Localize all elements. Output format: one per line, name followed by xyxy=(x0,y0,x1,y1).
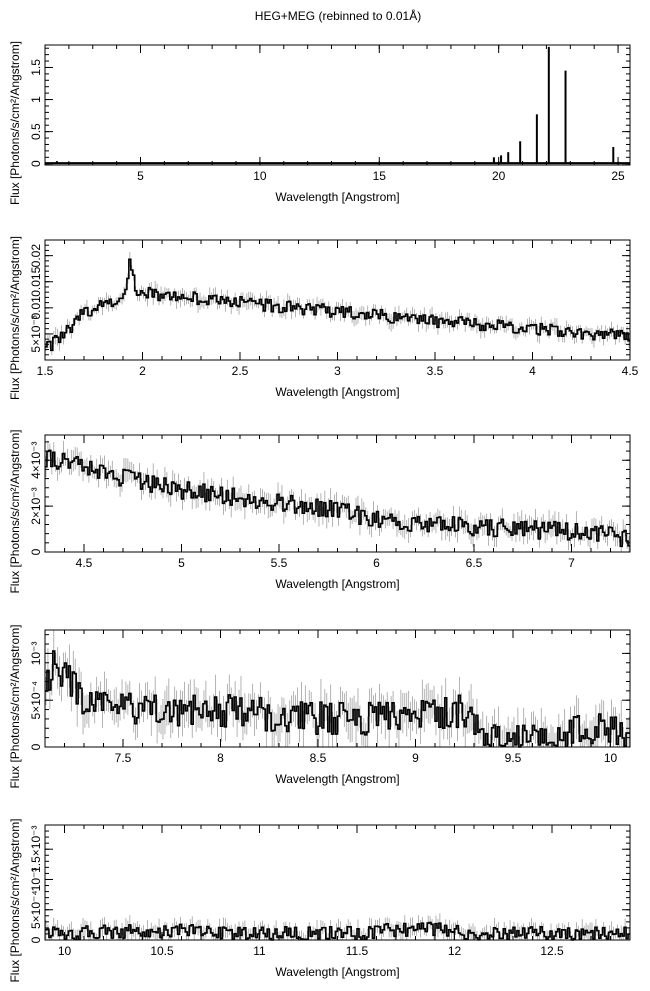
x-axis-title: Wavelength [Angstrom] xyxy=(275,190,399,204)
x-tick-label: 12.5 xyxy=(540,944,564,958)
x-axis-title: Wavelength [Angstrom] xyxy=(275,772,399,786)
y-tick-label: 5×10⁻⁴ xyxy=(29,890,43,929)
spectrum-step-line xyxy=(45,921,630,941)
spectrum-series xyxy=(45,46,630,165)
y-tick-label: 1 xyxy=(29,96,43,103)
y-tick-label: 1.5 xyxy=(29,59,43,76)
y-tick-label: 5×10⁻⁴ xyxy=(29,681,43,720)
y-tick-label: 0.01 xyxy=(29,296,43,320)
y-tick-label: 0 xyxy=(29,160,43,167)
x-tick-label: 8 xyxy=(217,751,224,765)
y-tick-label: 0.5 xyxy=(29,123,43,140)
x-tick-label: 2.5 xyxy=(232,364,249,378)
y-tick-label: 5×10⁻³ xyxy=(29,315,43,352)
x-tick-label: 15 xyxy=(373,169,387,183)
y-axis-title: Flux [Photons/s/cm²/Angstrom] xyxy=(8,818,22,982)
spectrum-step-line xyxy=(45,650,630,748)
x-tick-label: 11 xyxy=(253,944,266,958)
y-axis-title: Flux [Photons/s/cm²/Angstrom] xyxy=(8,429,22,593)
x-tick-label: 6 xyxy=(373,556,380,570)
x-tick-label: 9 xyxy=(412,751,419,765)
panel-4: 7.5 8 8.5 9 9.5 10 0 5×10⁻⁴ 10⁻³ Wavelength [Angs… xyxy=(8,624,631,789)
x-tick-label: 4.5 xyxy=(622,364,639,378)
x-tick-label: 6.5 xyxy=(466,556,483,570)
x-tick-label: 10.5 xyxy=(150,944,174,958)
y-tick-label: 1.5×10⁻³ xyxy=(29,826,43,873)
spectrum-step-line xyxy=(45,258,630,352)
x-tick-label: 10 xyxy=(58,944,72,958)
panel-3: 4.5 5 5.5 6 6.5 7 0 2×10⁻³ 4×10⁻³ Wavelength [Ang… xyxy=(8,429,631,594)
x-axis-title: Wavelength [Angstrom] xyxy=(275,965,399,979)
x-tick-label: 4.5 xyxy=(76,556,93,570)
y-tick-label: 0.02 xyxy=(29,244,43,268)
x-tick-label: 5 xyxy=(137,169,144,183)
y-tick-label: 10⁻³ xyxy=(29,642,43,666)
y-tick-label: 0 xyxy=(29,548,43,555)
x-tick-label: 7 xyxy=(568,556,575,570)
x-tick-label: 11.5 xyxy=(346,944,369,958)
y-axis-title: Flux [Photons/s/cm²/Angstrom] xyxy=(8,41,22,205)
plot-frame xyxy=(44,44,631,166)
x-tick-label: 7.5 xyxy=(115,751,132,765)
spectrum-series xyxy=(45,251,630,356)
spectrum-series xyxy=(45,913,630,941)
x-tick-label: 2 xyxy=(139,364,146,378)
y-axis-title: Flux [Photons/s/cm²/Angstrom] xyxy=(8,236,22,400)
spectrum-series xyxy=(45,440,630,552)
plot-frame xyxy=(44,434,631,553)
figure-title: HEG+MEG (rebinned to 0.01Å) xyxy=(255,8,421,23)
x-tick-label: 9.5 xyxy=(505,751,522,765)
x-tick-label: 4 xyxy=(529,364,536,378)
y-tick-label: 2×10⁻³ xyxy=(29,487,43,524)
spectrum-step-line xyxy=(45,449,630,548)
x-tick-label: 5 xyxy=(178,556,185,570)
x-axis-title: Wavelength [Angstrom] xyxy=(275,385,399,399)
x-tick-label: 3 xyxy=(334,364,341,378)
x-tick-label: 12 xyxy=(448,944,462,958)
x-tick-label: 10 xyxy=(604,751,618,765)
panel-1: 5 10 15 20 25 0 0.5 1 1.5 Wavelength [Angstrom] Fl… xyxy=(8,41,631,205)
x-tick-label: 1.5 xyxy=(37,364,54,378)
plot-frame xyxy=(44,239,631,361)
x-tick-label: 3.5 xyxy=(427,364,444,378)
spectrum-series xyxy=(45,630,630,748)
y-tick-label: 4×10⁻³ xyxy=(29,442,43,479)
x-tick-label: 25 xyxy=(611,169,625,183)
x-tick-label: 8.5 xyxy=(310,751,327,765)
x-tick-label: 20 xyxy=(492,169,506,183)
panel-5: 10 10.5 11 11.5 12 12.5 0 5×10⁻⁴10⁻³1.5×10⁻³ Wav… xyxy=(8,818,631,983)
y-axis-title: Flux [Photons/s/cm²/Angstrom] xyxy=(8,624,22,788)
x-axis-title: Wavelength [Angstrom] xyxy=(275,577,399,591)
y-tick-label: 10⁻³ xyxy=(29,868,43,892)
x-tick-label: 5.5 xyxy=(271,556,288,570)
x-tick-label: 10 xyxy=(253,169,267,183)
y-tick-label: 0.015 xyxy=(29,266,43,296)
plot-frame xyxy=(44,824,631,941)
y-tick-label: 0 xyxy=(29,743,43,750)
y-tick-label: 0 xyxy=(29,936,43,943)
